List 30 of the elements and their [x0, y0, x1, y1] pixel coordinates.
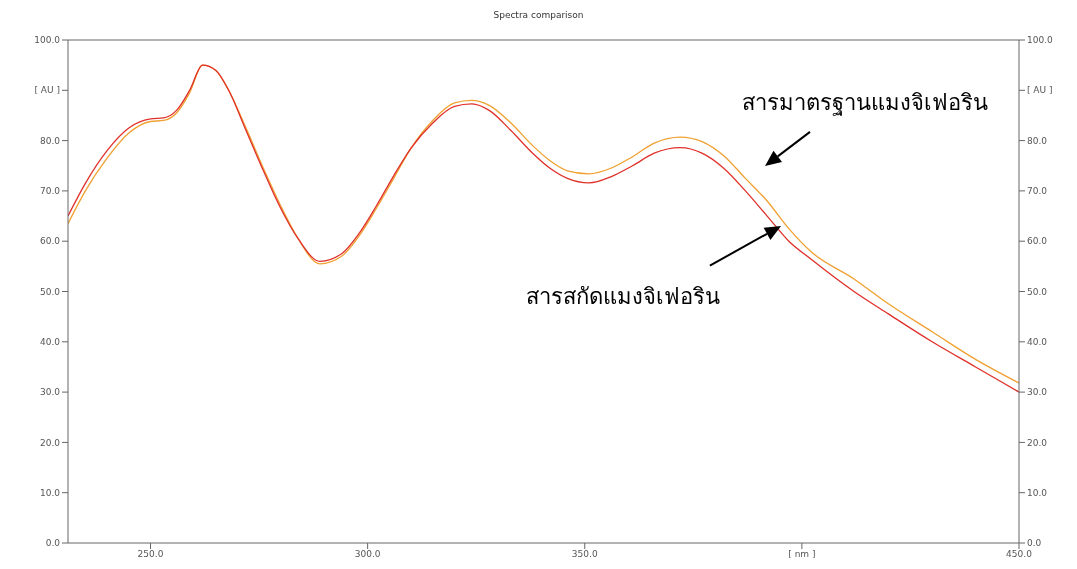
y-tick-label: 80.0: [39, 135, 61, 146]
x-tick-label: 250.0: [137, 549, 164, 560]
y-tick-label: 0.0: [45, 538, 61, 549]
y-tick-label: 70.0: [39, 186, 61, 197]
y2-tick-label: 60.0: [1027, 236, 1048, 247]
y2-tick-label: 80.0: [1027, 135, 1048, 146]
y-tick-label: 100.0: [34, 35, 61, 46]
x-tick-label: 350.0: [571, 549, 598, 560]
y-tick-label: 20.0: [39, 437, 61, 448]
x-tick-label: 300.0: [354, 549, 381, 560]
y2-tick-label: 70.0: [1027, 186, 1048, 197]
y-tick-label: [ AU ]: [34, 85, 60, 96]
y-tick-label: 40.0: [39, 336, 61, 347]
y-tick-label: 50.0: [39, 286, 61, 297]
x-tick-label: [ nm ]: [788, 549, 816, 560]
x-tick-label: 450.0: [1006, 549, 1033, 560]
y-tick-label: 10.0: [39, 487, 61, 498]
y-tick-label: 30.0: [39, 387, 61, 398]
annotation: สารสกัดแมงจิเฟอริน: [526, 284, 720, 309]
y2-tick-label: 0.0: [1027, 538, 1042, 549]
y2-tick-label: 40.0: [1027, 336, 1048, 347]
y-tick-label: 60.0: [39, 236, 61, 247]
y2-tick-label: [ AU ]: [1027, 85, 1053, 96]
y2-tick-label: 10.0: [1027, 487, 1048, 498]
y2-tick-label: 30.0: [1027, 387, 1048, 398]
y2-tick-label: 50.0: [1027, 286, 1048, 297]
annotation: สารมาตรฐานแมงจิเฟอริน: [742, 90, 988, 116]
y2-tick-label: 100.0: [1027, 35, 1054, 46]
chart-title: Spectra comparison: [492, 9, 585, 22]
y2-tick-label: 20.0: [1027, 437, 1048, 448]
